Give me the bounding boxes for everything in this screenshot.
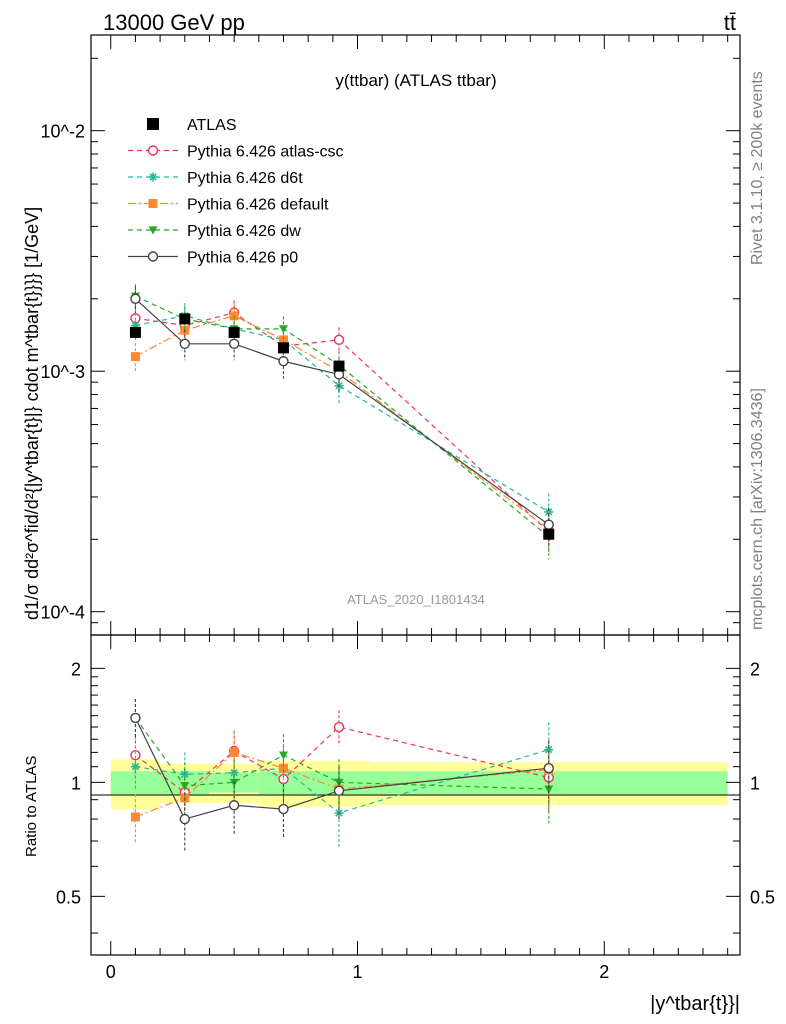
series-pythia-6-426-dw [130, 284, 554, 560]
ratio-plot-frame [90, 634, 741, 956]
ratio-plot-panel: 0 1 2 0.5 0.5 1 1 2 2 [56, 634, 775, 982]
ratio-line-pythia-6-426-atlas-csc [135, 726, 549, 794]
analysis-tag: ATLAS_2020_I1801434 [347, 592, 485, 607]
ratio-point-pythia-6-426-p0 [278, 803, 289, 815]
energy-label: 13000 GeV pp [103, 10, 245, 35]
ratio-tick-label: 0.5 [56, 887, 81, 907]
legend-marker [147, 251, 159, 262]
series-pythia-6-426-atlas-csc [130, 300, 554, 554]
series-pythia-6-426-p0 [130, 286, 554, 545]
ratio-line-pythia-6-426-p0 [134, 717, 549, 820]
point-pythia-6-426-p0 [543, 519, 554, 530]
y-tick-label: 10^-3 [41, 362, 85, 382]
point-pythia-6-426-dw [278, 325, 288, 334]
ratio-axis-title: Ratio to ATLAS [23, 756, 40, 857]
ratio-point-pythia-6-426-atlas-csc [333, 721, 345, 733]
legend-item-pythia-6-426-default: Pythia 6.426 default [128, 197, 329, 214]
plot-title: y(ttbar) (ATLAS ttbar) [335, 71, 496, 90]
point-pythia-6-426-d6t [544, 507, 554, 517]
x-tick-label: 1 [353, 962, 363, 982]
legend-item-pythia-6-426-p0: Pythia 6.426 p0 [128, 250, 298, 267]
point-atlas [228, 326, 240, 338]
legend: ATLAS Pythia 6.426 atlas-csc Pythia 6.426 … [128, 117, 344, 267]
x-tick-label: 0 [106, 962, 116, 982]
point-pythia-6-426-p0 [278, 356, 289, 367]
legend-marker [148, 199, 158, 208]
x-axis-title: |y^tbar{t}}| [650, 993, 740, 1015]
ratio-point-pythia-6-426-default [278, 763, 288, 773]
legend-item-pythia-6-426-d6t: Pythia 6.426 d6t [128, 170, 303, 187]
point-atlas [277, 342, 289, 354]
series-line-pythia-6-426-default [135, 315, 550, 530]
ratio-point-pythia-6-426-dw [544, 785, 554, 794]
point-atlas [333, 360, 345, 372]
ratio-tick-label: 2 [71, 659, 81, 679]
series-line-pythia-6-426-p0 [135, 298, 550, 526]
ratio-tick-label-right: 0.5 [750, 887, 775, 907]
point-atlas [179, 313, 191, 325]
point-pythia-6-426-default [130, 352, 140, 362]
legend-label: Pythia 6.426 atlas-csc [187, 144, 344, 161]
point-pythia-6-426-atlas-csc [333, 334, 345, 346]
ratio-point-pythia-6-426-p0 [179, 813, 190, 825]
ratio-tick-label: 1 [71, 773, 81, 793]
ratio-point-pythia-6-426-p0 [333, 785, 345, 796]
legend-label: Pythia 6.426 p0 [187, 250, 298, 267]
y-tick-label: 10^-4 [41, 603, 85, 623]
legend-marker [147, 118, 159, 130]
series-atlas [129, 313, 555, 540]
source-label: mcplots.cern.ch [arXiv:1306.3436] [749, 388, 766, 630]
point-pythia-6-426-p0 [228, 338, 240, 349]
ratio-tick-label-right: 2 [750, 659, 760, 679]
legend-item-pythia-6-426-dw: Pythia 6.426 dw [128, 223, 301, 240]
point-pythia-6-426-d6t [130, 320, 140, 330]
ratio-point-pythia-6-426-p0 [543, 762, 554, 774]
legend-label: ATLAS [187, 117, 237, 134]
series-line-pythia-6-426-atlas-csc [135, 312, 550, 533]
series-line-pythia-6-426-dw [135, 295, 550, 538]
point-pythia-6-426-p0 [130, 293, 141, 305]
series-line-pythia-6-426-d6t [135, 315, 550, 513]
x-tick-label: 2 [599, 962, 609, 982]
ratio-point-pythia-6-426-dw [180, 782, 190, 791]
ratio-point-pythia-6-426-default [130, 812, 140, 822]
legend-item-atlas: ATLAS [147, 117, 237, 134]
ratio-point-pythia-6-426-dw [278, 751, 288, 760]
ratio-tick-label-right: 1 [750, 773, 760, 793]
ratio-point-pythia-6-426-atlas-csc [130, 749, 141, 761]
ratio-line-pythia-6-426-d6t [135, 749, 549, 814]
y-tick-label: 10^-2 [41, 122, 85, 142]
ratio-point-pythia-6-426-p0 [130, 712, 141, 724]
ratio-point-pythia-6-426-p0 [228, 800, 240, 811]
point-atlas [543, 528, 555, 540]
point-pythia-6-426-default [278, 335, 288, 345]
legend-label: Pythia 6.426 default [187, 197, 329, 214]
point-atlas [129, 326, 141, 338]
ratio-point-pythia-6-426-d6t [130, 762, 140, 772]
process-label: tt̄ [724, 10, 736, 35]
point-pythia-6-426-p0 [179, 338, 190, 349]
ratio-point-pythia-6-426-default [229, 747, 239, 757]
rivet-version-label: Rivet 3.1.10, ≥ 200k events [749, 71, 766, 265]
legend-marker [147, 145, 159, 156]
legend-item-pythia-6-426-atlas-csc: Pythia 6.426 atlas-csc [128, 144, 344, 161]
legend-marker [148, 226, 158, 235]
legend-label: Pythia 6.426 d6t [187, 170, 303, 187]
legend-label: Pythia 6.426 dw [187, 223, 301, 240]
main-plot-panel: 10^-4 10^-3 10^-2 y(ttbar) (ATLAS ttbar) A… [41, 34, 741, 636]
y-axis-title: d1/σ dd²σ^fid/d²{|y^tbar{t}|} cdot m^tba… [22, 207, 42, 620]
ratio-series-pythia-6-426-p0 [130, 699, 554, 851]
legend-marker [148, 172, 158, 182]
